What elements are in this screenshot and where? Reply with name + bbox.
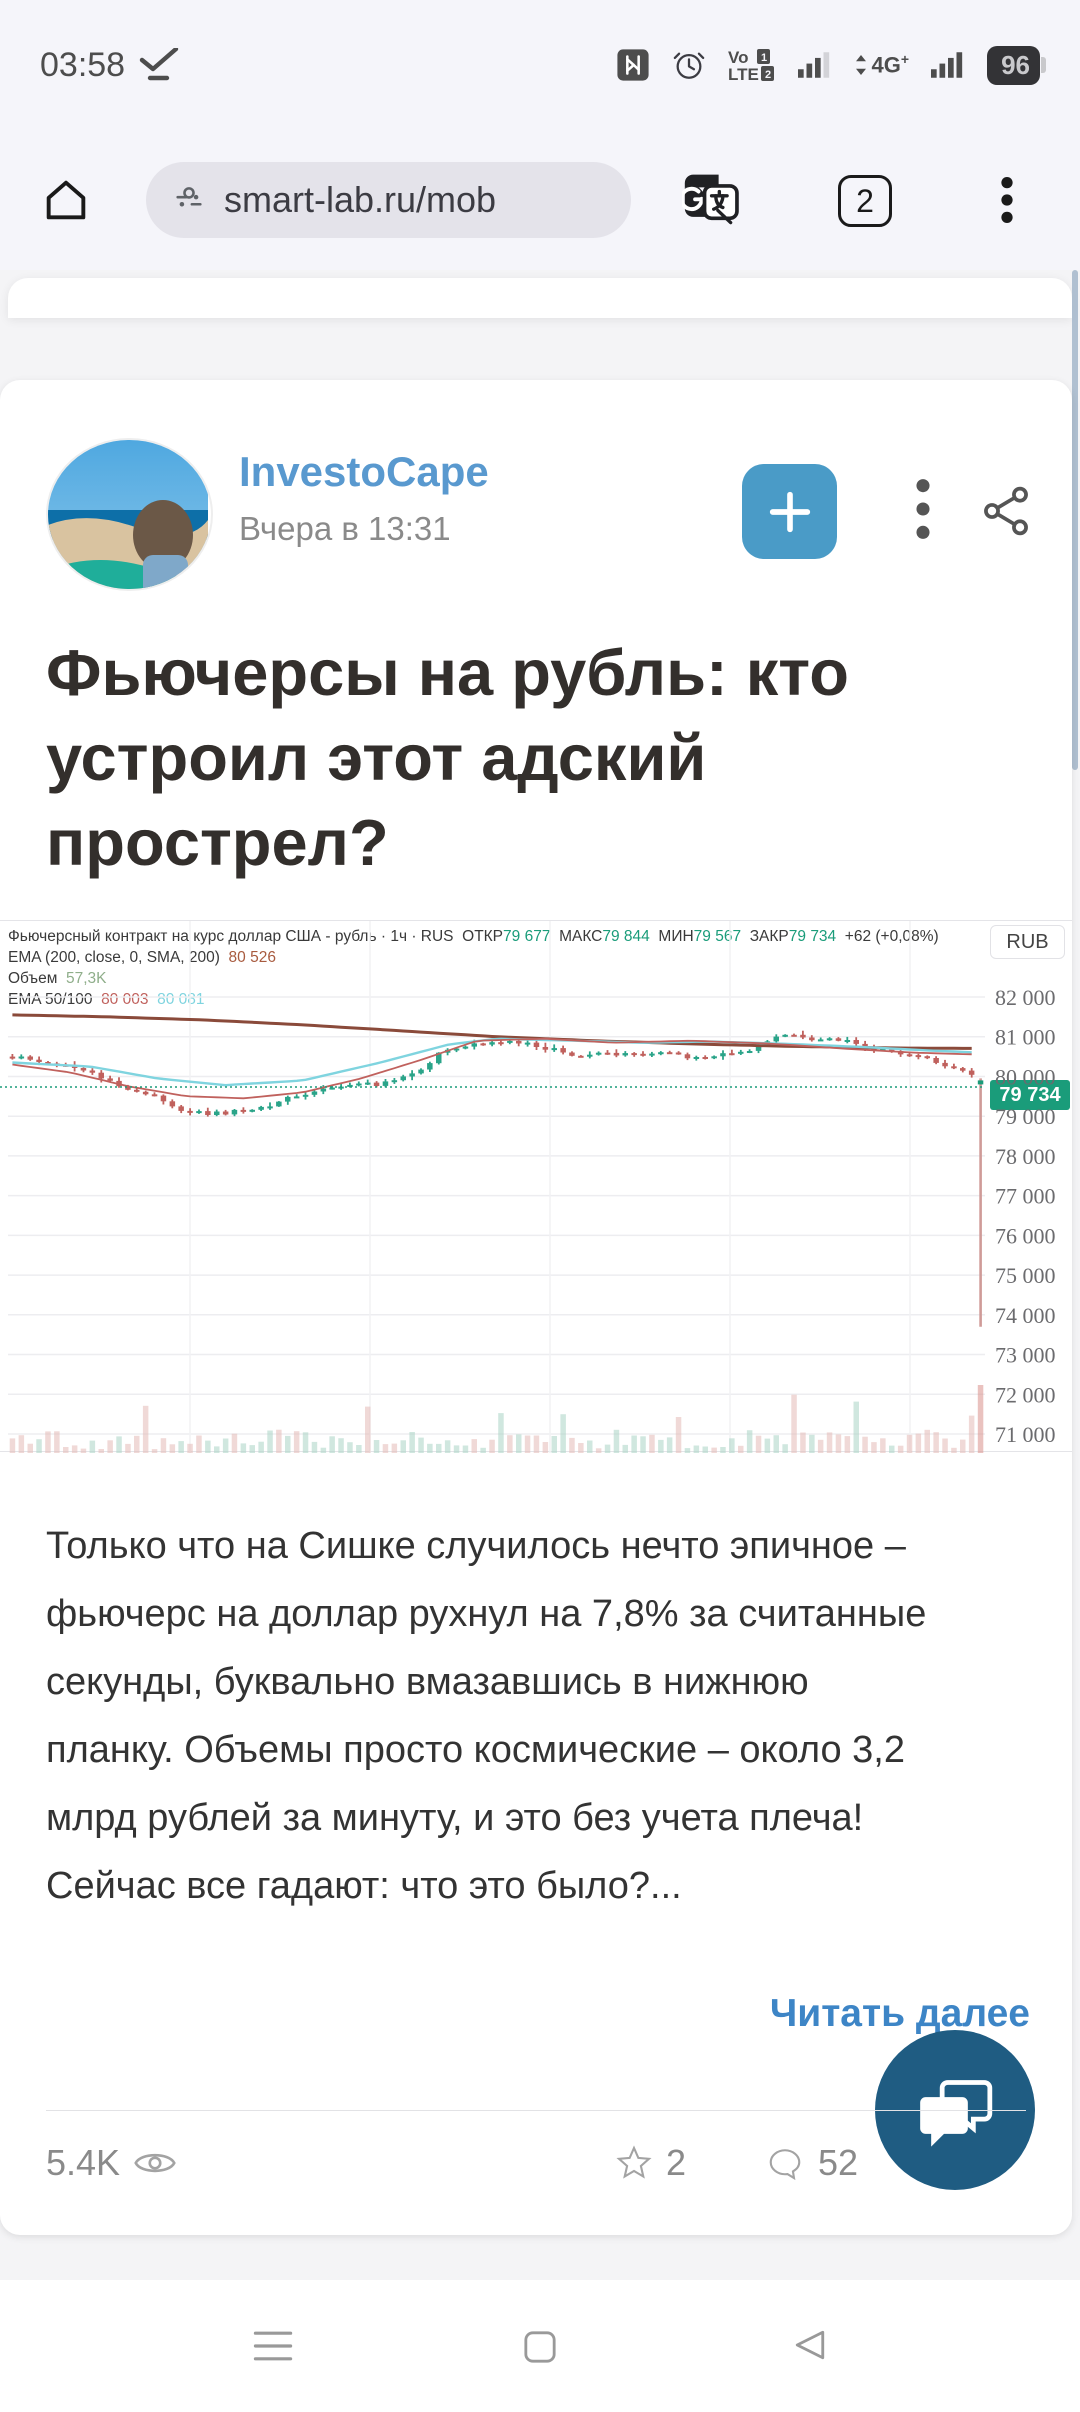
- svg-text:72 000: 72 000: [995, 1382, 1056, 1407]
- svg-text:79 000: 79 000: [995, 1104, 1056, 1129]
- svg-text:75 000: 75 000: [995, 1263, 1056, 1288]
- svg-text:71 000: 71 000: [995, 1422, 1056, 1447]
- svg-text:74 000: 74 000: [995, 1303, 1056, 1328]
- svg-text:82 000: 82 000: [995, 985, 1056, 1010]
- svg-text:LTE: LTE: [728, 65, 759, 82]
- svg-text:78 000: 78 000: [995, 1144, 1056, 1169]
- svg-text:80 000: 80 000: [995, 1065, 1056, 1090]
- svg-text:73 000: 73 000: [995, 1343, 1056, 1368]
- svg-text:1: 1: [761, 52, 767, 64]
- svg-text:76 000: 76 000: [995, 1223, 1056, 1248]
- svg-text:77 000: 77 000: [995, 1184, 1056, 1209]
- svg-text:81 000: 81 000: [995, 1025, 1056, 1050]
- svg-text:2: 2: [765, 69, 771, 81]
